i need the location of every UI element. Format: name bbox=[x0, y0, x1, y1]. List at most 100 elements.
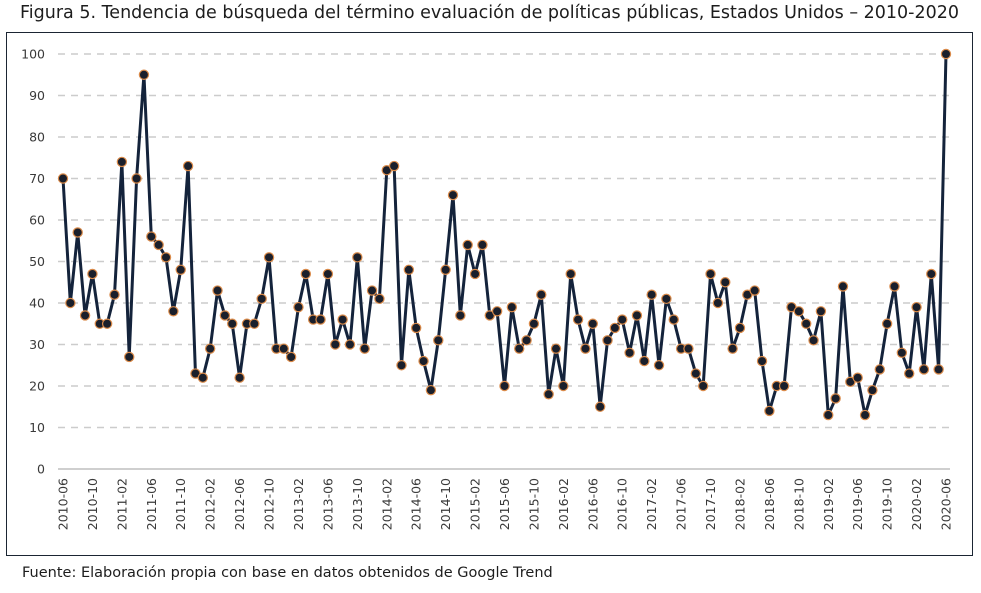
x-tick-label: 2019-02 bbox=[821, 478, 836, 530]
data-point bbox=[263, 252, 275, 263]
y-tick-label: 40 bbox=[29, 296, 45, 311]
data-point bbox=[756, 355, 768, 367]
x-tick-label: 2015-10 bbox=[526, 478, 541, 530]
data-point bbox=[455, 310, 466, 321]
x-tick-label: 2010-06 bbox=[56, 478, 71, 530]
x-tick-label: 2012-06 bbox=[232, 478, 247, 530]
data-point bbox=[918, 364, 930, 375]
data-point bbox=[800, 318, 812, 329]
data-point bbox=[499, 380, 510, 392]
data-point bbox=[388, 160, 400, 172]
x-tick-label: 2012-02 bbox=[203, 478, 218, 530]
x-tick-label: 2017-06 bbox=[674, 478, 689, 530]
data-point bbox=[867, 384, 878, 396]
data-point bbox=[705, 268, 716, 280]
data-point bbox=[602, 335, 613, 346]
x-tick-label: 2013-06 bbox=[320, 478, 335, 530]
data-point bbox=[315, 314, 326, 325]
figure-title: Figura 5. Tendencia de búsqueda del térm… bbox=[20, 3, 960, 23]
data-point bbox=[778, 380, 790, 392]
data-point bbox=[874, 364, 885, 375]
data-point bbox=[337, 314, 348, 325]
x-tick-label: 2016-02 bbox=[556, 478, 571, 530]
data-point bbox=[212, 285, 223, 296]
y-tick-label: 0 bbox=[37, 462, 45, 477]
data-point bbox=[815, 306, 827, 317]
data-point bbox=[683, 343, 694, 354]
data-point bbox=[425, 384, 437, 396]
x-tick-label: 2011-02 bbox=[114, 478, 129, 530]
data-point bbox=[543, 389, 554, 400]
data-point bbox=[550, 343, 562, 354]
data-point bbox=[72, 227, 83, 238]
data-point bbox=[433, 335, 444, 346]
data-point bbox=[168, 306, 179, 317]
data-point bbox=[940, 48, 952, 60]
y-tick-label: 20 bbox=[29, 379, 45, 394]
data-point bbox=[366, 285, 378, 296]
data-point bbox=[396, 360, 407, 371]
x-tick-label: 2015-06 bbox=[497, 478, 512, 530]
data-point bbox=[491, 306, 503, 317]
x-tick-label: 2019-06 bbox=[850, 478, 865, 530]
data-point bbox=[712, 297, 724, 309]
y-axis-ticks: 0 10 20 30 40 50 60 70 80 90 100 bbox=[21, 47, 45, 477]
data-point bbox=[859, 409, 871, 421]
data-point bbox=[565, 268, 576, 280]
x-tick-label: 2013-02 bbox=[291, 478, 306, 530]
x-tick-label: 2010-10 bbox=[85, 478, 100, 530]
data-point bbox=[587, 318, 599, 329]
x-tick-label: 2011-10 bbox=[173, 478, 188, 530]
data-point bbox=[79, 310, 91, 321]
data-point bbox=[624, 347, 635, 358]
x-tick-label: 2016-06 bbox=[585, 478, 600, 530]
x-tick-label: 2015-02 bbox=[468, 478, 483, 530]
source-note: Fuente: Elaboración propia con base en d… bbox=[22, 565, 553, 581]
data-point bbox=[558, 380, 569, 392]
x-tick-label: 2020-06 bbox=[939, 478, 954, 530]
data-point bbox=[87, 268, 98, 280]
data-point bbox=[720, 277, 731, 288]
data-point bbox=[881, 318, 893, 329]
x-tick-label: 2014-10 bbox=[438, 478, 453, 530]
x-tick-label: 2017-02 bbox=[644, 478, 659, 530]
data-point bbox=[249, 318, 260, 329]
data-point bbox=[734, 322, 746, 334]
x-tick-label: 2014-02 bbox=[379, 478, 394, 530]
series-evaluacion bbox=[57, 48, 952, 421]
data-point bbox=[896, 347, 908, 358]
x-tick-label: 2011-06 bbox=[144, 478, 159, 530]
x-tick-label: 2014-06 bbox=[409, 478, 424, 530]
data-point bbox=[506, 301, 518, 313]
x-tick-label: 2012-10 bbox=[262, 478, 277, 530]
data-point bbox=[447, 189, 459, 201]
x-tick-label: 2018-02 bbox=[732, 478, 747, 530]
x-tick-label: 2020-02 bbox=[909, 478, 924, 530]
data-point bbox=[300, 268, 312, 280]
y-tick-label: 100 bbox=[21, 47, 45, 62]
data-point bbox=[65, 297, 76, 309]
x-axis-ticks: 2010-06 2010-10 2011-02 2011-06 2011-10 2012-… bbox=[56, 478, 954, 530]
data-point bbox=[234, 372, 245, 383]
y-tick-label: 90 bbox=[29, 88, 45, 103]
data-point bbox=[837, 281, 849, 292]
data-point bbox=[219, 310, 231, 321]
data-point bbox=[690, 368, 702, 379]
data-point bbox=[926, 268, 937, 280]
data-point bbox=[293, 301, 304, 313]
data-point bbox=[631, 310, 643, 321]
data-point bbox=[477, 239, 488, 251]
data-point bbox=[57, 173, 69, 184]
data-point bbox=[580, 343, 591, 354]
data-point bbox=[609, 322, 621, 334]
data-point bbox=[764, 405, 775, 417]
x-tick-label: 2017-10 bbox=[703, 478, 718, 530]
data-point bbox=[124, 351, 135, 363]
data-point bbox=[197, 372, 209, 383]
data-point bbox=[469, 268, 481, 280]
x-tick-label: 2018-10 bbox=[791, 478, 806, 530]
data-point bbox=[153, 239, 164, 251]
data-point bbox=[352, 252, 363, 263]
data-point bbox=[101, 318, 113, 329]
